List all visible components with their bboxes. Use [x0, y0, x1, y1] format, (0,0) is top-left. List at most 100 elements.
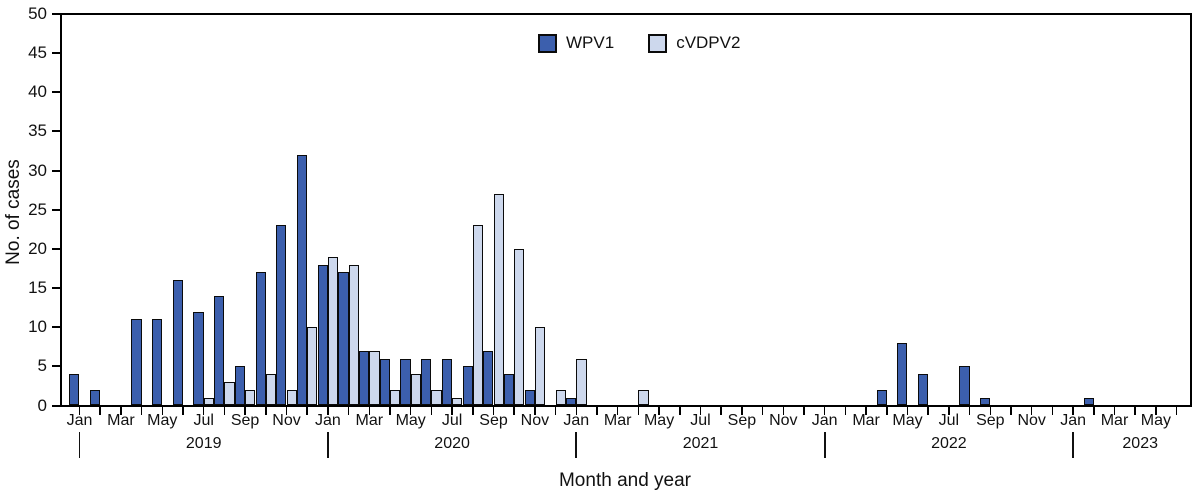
x-tick — [658, 407, 660, 415]
x-tick — [720, 407, 722, 415]
x-tick — [265, 407, 267, 415]
bar-wpv1-sep-2020 — [483, 350, 494, 406]
x-tick — [161, 407, 164, 415]
bar-wpv1-may-2020 — [400, 358, 411, 406]
year-divider — [575, 432, 578, 458]
x-tick — [223, 407, 226, 415]
x-tick-label-nov-2019: Nov — [272, 412, 301, 429]
x-tick — [699, 407, 702, 415]
y-tick — [52, 287, 60, 290]
x-tick-label-mar-2022: Mar — [852, 412, 880, 429]
x-tick — [1010, 407, 1012, 415]
x-tick-label-may-2023: May — [1140, 412, 1171, 429]
x-tick — [244, 407, 246, 415]
bar-wpv1-feb-2019 — [89, 389, 101, 406]
x-tick-label-jan-2019: Jan — [66, 412, 93, 429]
y-tick-label: 50 — [28, 4, 47, 23]
bar-wpv1-may-2022 — [897, 342, 908, 406]
y-tick-label: 10 — [28, 317, 47, 337]
x-tick — [989, 407, 992, 415]
bar-cvdpv2-dec-2020 — [555, 389, 566, 406]
y-tick-label: 30 — [28, 160, 47, 180]
x-tick-label-may-2020: May — [395, 412, 426, 429]
y-tick — [52, 91, 60, 94]
legend: WPV1 cVDPV2 — [538, 33, 740, 53]
bar-wpv1-aug-2020 — [462, 366, 473, 406]
x-tick — [409, 407, 412, 415]
y-tick — [52, 365, 60, 368]
x-tick — [306, 407, 308, 415]
bar-cvdpv2-nov-2020 — [534, 327, 546, 406]
y-tick-label: 45 — [28, 43, 47, 63]
x-tick — [327, 407, 329, 415]
bar-wpv1-sep-2019 — [234, 366, 246, 406]
x-tick — [1051, 407, 1054, 415]
year-label-2020: 2020 — [434, 435, 470, 452]
x-tick — [513, 407, 515, 415]
x-tick — [1113, 407, 1116, 415]
x-tick — [803, 407, 805, 415]
bar-cvdpv2-apr-2021 — [638, 389, 649, 406]
x-tick — [347, 407, 350, 415]
x-axis-title: Month and year — [558, 470, 692, 491]
x-tick — [948, 407, 950, 415]
y-tick-label: 40 — [28, 82, 47, 102]
bar-wpv1-jan-2021 — [566, 397, 577, 406]
x-tick — [679, 407, 681, 415]
bar-wpv1-apr-2022 — [876, 389, 887, 406]
x-tick — [285, 407, 288, 415]
x-tick-label-jul-2019: Jul — [193, 412, 214, 429]
y-tick — [52, 326, 60, 329]
x-tick — [906, 407, 909, 415]
x-tick-label-mar-2019: Mar — [107, 412, 135, 429]
x-tick — [202, 407, 205, 415]
year-label-2021: 2021 — [682, 435, 719, 452]
x-tick-label-sep-2022: Sep — [976, 412, 1005, 429]
bar-wpv1-jan-2020 — [317, 264, 328, 406]
x-tick — [78, 407, 81, 415]
x-tick-label-may-2019: May — [147, 412, 178, 429]
x-tick — [1134, 407, 1136, 415]
x-tick-label-nov-2021: Nov — [769, 412, 798, 429]
x-tick — [886, 407, 888, 415]
x-tick — [616, 407, 619, 415]
x-tick — [741, 407, 743, 415]
x-tick — [782, 407, 785, 415]
x-tick — [844, 407, 847, 415]
bar-cvdpv2-oct-2020 — [514, 248, 525, 406]
x-tick-label-mar-2020: Mar — [355, 412, 384, 429]
y-tick-label: 35 — [28, 121, 47, 141]
legend-item-cvdpv2: cVDPV2 — [648, 33, 740, 53]
year-divider — [327, 432, 329, 458]
bar-cvdpv2-jun-2020 — [431, 389, 442, 406]
x-tick-label-jan-2021: Jan — [563, 412, 590, 429]
x-tick-label-nov-2020: Nov — [520, 412, 550, 429]
y-tick — [52, 247, 60, 250]
bar-cvdpv2-may-2020 — [410, 374, 421, 406]
x-tick — [865, 407, 867, 415]
x-tick-label-jul-2020: Jul — [441, 412, 463, 429]
y-tick-label: 25 — [28, 199, 47, 219]
x-tick — [120, 407, 122, 415]
bar-wpv1-oct-2019 — [255, 272, 266, 406]
year-label-2019: 2019 — [185, 435, 222, 452]
plot-area — [60, 13, 1192, 407]
bar-cvdpv2-oct-2019 — [265, 374, 277, 406]
x-tick — [968, 407, 971, 415]
bar-wpv1-jul-2020 — [441, 358, 453, 406]
x-tick — [1030, 407, 1033, 415]
x-tick — [1155, 407, 1157, 415]
y-tick — [52, 169, 60, 172]
x-tick — [637, 407, 640, 415]
x-tick — [451, 407, 453, 415]
x-tick — [99, 407, 101, 415]
x-tick — [182, 407, 184, 415]
x-tick-label-jan-2020: Jan — [314, 412, 341, 429]
x-tick-label-sep-2020: Sep — [479, 412, 508, 429]
bar-wpv1-jul-2019 — [193, 311, 204, 406]
bar-cvdpv2-nov-2019 — [286, 389, 297, 406]
bar-wpv1-feb-2023 — [1083, 397, 1094, 406]
bar-wpv1-jun-2022 — [917, 374, 929, 406]
bar-wpv1-mar-2020 — [359, 350, 370, 406]
